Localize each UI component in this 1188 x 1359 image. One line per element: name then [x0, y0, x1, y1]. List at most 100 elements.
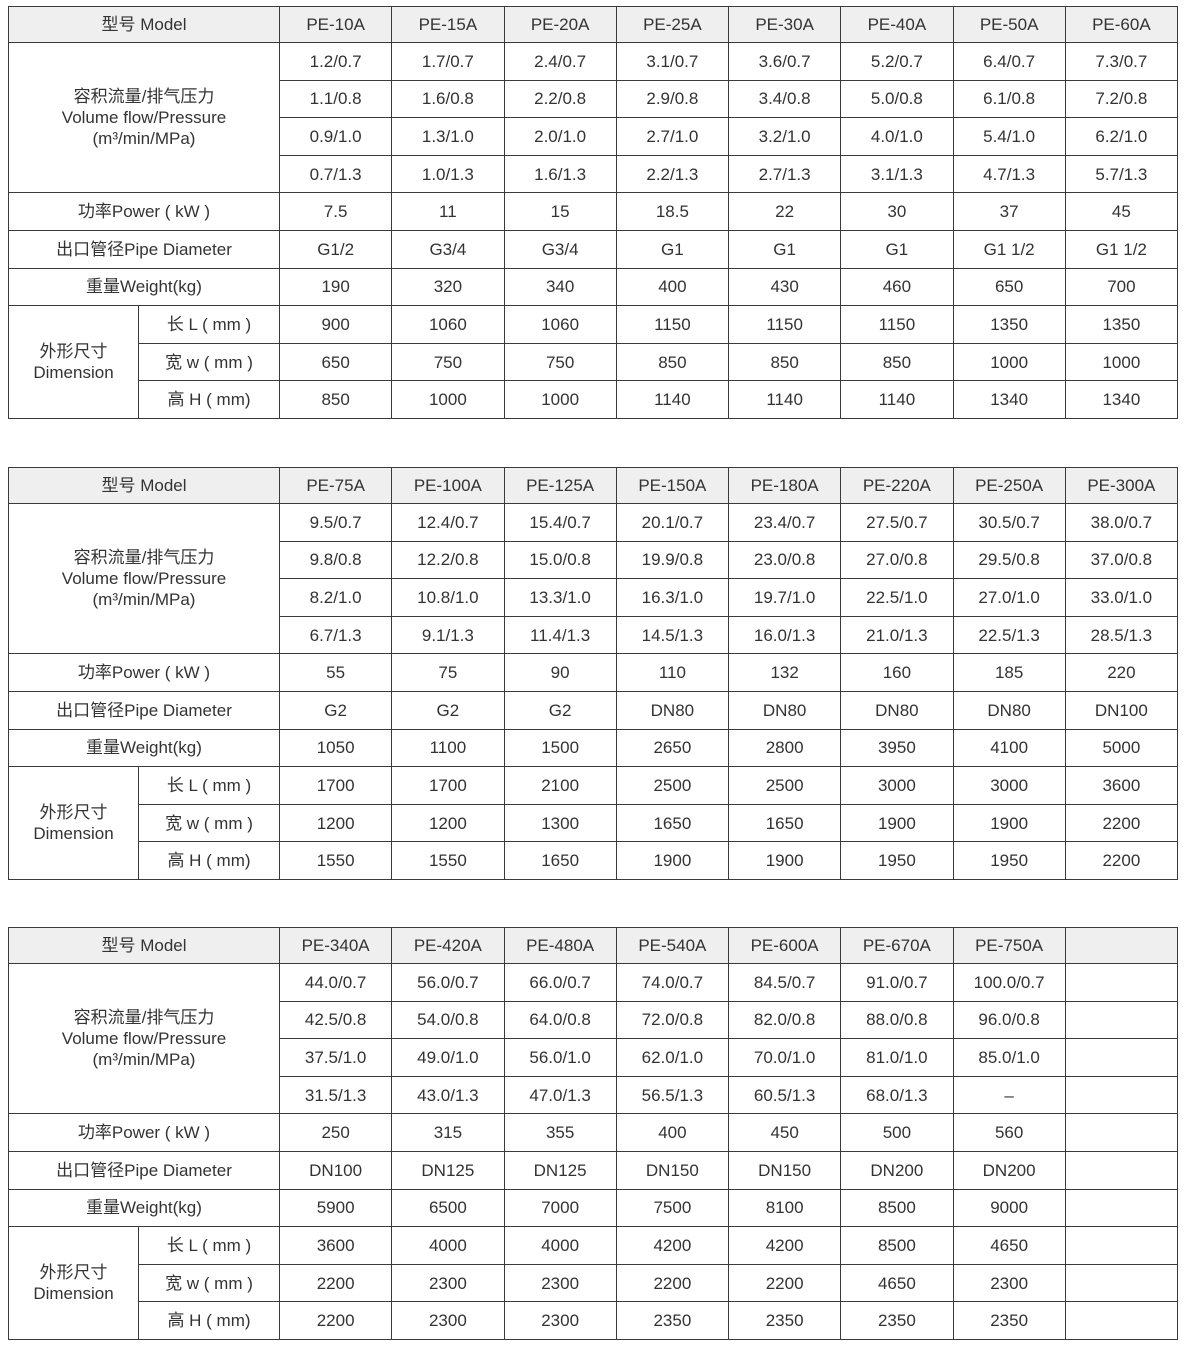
- power-value: 55: [278, 653, 393, 692]
- flow-value: 23.0/0.8: [727, 540, 842, 580]
- weight-label: 重量Weight(kg): [8, 267, 280, 307]
- pipe-value: G2: [503, 690, 617, 730]
- flow-value: 82.0/0.8: [727, 1000, 842, 1040]
- flow-value: 23.4/0.7: [727, 503, 842, 542]
- pipe-value: G3/4: [503, 229, 617, 269]
- flow-value: 38.0/0.7: [1064, 503, 1179, 542]
- weight-label: 重量Weight(kg): [8, 728, 280, 768]
- flow-value: 5.0/0.8: [840, 79, 954, 119]
- pipe-value: G2: [391, 690, 505, 730]
- flow-value: 6.2/1.0: [1064, 117, 1179, 156]
- dimension-value: 2200: [615, 1263, 730, 1303]
- flow-value: 6.7/1.3: [278, 615, 393, 655]
- flow-value: 0.7/1.3: [278, 154, 393, 194]
- dimension-value: 1700: [278, 766, 393, 805]
- dimension-row: 宽 w ( mm ) 2200 2300 2300 2200 2200 4650 2300: [9, 1263, 1179, 1303]
- pipe-value: DN125: [503, 1150, 617, 1190]
- power-value: 250: [278, 1113, 393, 1152]
- flow-value: 9.5/0.7: [278, 503, 393, 542]
- pipe-value: G1 1/2: [952, 229, 1066, 269]
- dimension-label-cn: 外形尺寸: [39, 803, 108, 823]
- dimension-value: 1140: [727, 380, 842, 419]
- flow-label: 容积流量/排气压力 Volume flow/Pressure (m³/min/MPa…: [8, 962, 280, 1115]
- flow-row: 6.7/1.3 9.1/1.3 11.4/1.3 14.5/1.3 16.0/1.3 21…: [9, 615, 1179, 655]
- flow-value: 15.0/0.8: [503, 540, 617, 580]
- weight-row: 重量Weight(kg) 5900 6500 7000 7500 8100 8500 9000: [8, 1188, 1179, 1228]
- dimension-value: 4200: [727, 1226, 842, 1265]
- dimension-value: 2100: [503, 766, 617, 805]
- spec-table: 型号 Model PE-10A PE-15A PE-20A PE-25A PE-30A PE…: [8, 6, 1179, 419]
- dimension-value: 1550: [391, 841, 505, 880]
- flow-value: –: [952, 1075, 1066, 1115]
- weight-value: 320: [391, 267, 505, 307]
- weight-label: 重量Weight(kg): [8, 1188, 280, 1228]
- weight-value: 7500: [615, 1188, 730, 1228]
- flow-value: 4.7/1.3: [952, 154, 1066, 194]
- dimension-value: 2200: [278, 1263, 393, 1303]
- dimension-sub-label: 高 H ( mm): [138, 841, 280, 880]
- pipe-value: DN150: [727, 1150, 842, 1190]
- weight-value: 8100: [727, 1188, 842, 1228]
- flow-value: 1.1/0.8: [278, 79, 393, 119]
- dimension-value: 850: [840, 342, 954, 382]
- power-value: 15: [503, 192, 617, 231]
- flow-value: 20.1/0.7: [615, 503, 730, 542]
- pipe-row: 出口管径Pipe Diameter G1/2 G3/4 G3/4 G1 G1 G1 G1 1/…: [8, 229, 1179, 269]
- model-name: PE-600A: [727, 927, 842, 964]
- power-value: 450: [727, 1113, 842, 1152]
- dimension-row: 高 H ( mm) 2200 2300 2300 2350 2350 2350 2350: [9, 1301, 1179, 1340]
- header-row: 型号 Model PE-340A PE-420A PE-480A PE-540A PE-6…: [8, 927, 1179, 964]
- flow-value: 72.0/0.8: [615, 1000, 730, 1040]
- power-value: 220: [1064, 653, 1179, 692]
- power-label: 功率Power ( kW ): [8, 1113, 280, 1152]
- power-value: 160: [840, 653, 954, 692]
- dimension-row: 外形尺寸 Dimension 长 L ( mm ) 1700 1700 2100 2500 2…: [8, 766, 1179, 880]
- weight-value: 3950: [840, 728, 954, 768]
- dimension-value: 2300: [503, 1301, 617, 1340]
- dimension-value: 2300: [391, 1263, 505, 1303]
- dimension-value: 8500: [840, 1226, 954, 1265]
- dimension-sub-label: 宽 w ( mm ): [138, 1263, 280, 1303]
- flow-value: 33.0/1.0: [1064, 578, 1179, 617]
- dimension-value: 1900: [727, 841, 842, 880]
- dimension-value: 1340: [1064, 380, 1179, 419]
- pipe-value: DN100: [1064, 690, 1179, 730]
- dimension-value: 2350: [952, 1301, 1066, 1340]
- dimension-value: 2350: [840, 1301, 954, 1340]
- flow-value: 22.5/1.3: [952, 615, 1066, 655]
- model-name: PE-75A: [278, 467, 393, 504]
- pipe-value: DN150: [615, 1150, 730, 1190]
- dimension-value: 1150: [727, 305, 842, 344]
- dimension-value: 1650: [503, 841, 617, 880]
- flow-value: 88.0/0.8: [840, 1000, 954, 1040]
- flow-value: 62.0/1.0: [615, 1038, 730, 1077]
- flow-value: 3.1/0.7: [615, 42, 730, 81]
- power-row: 功率Power ( kW ) 55 75 90 110 132 160 185 220: [8, 653, 1179, 692]
- weight-value: 6500: [391, 1188, 505, 1228]
- power-row: 功率Power ( kW ) 7.5 11 15 18.5 22 30 37 45: [8, 192, 1179, 231]
- dimension-row: 外形尺寸 Dimension 长 L ( mm ) 900 1060 1060 1150 11…: [8, 305, 1179, 419]
- flow-value: 47.0/1.3: [503, 1075, 617, 1115]
- weight-row: 重量Weight(kg) 1050 1100 1500 2650 2800 3950 4100…: [8, 728, 1179, 768]
- flow-row: 0.9/1.0 1.3/1.0 2.0/1.0 2.7/1.0 3.2/1.0 4.0/1…: [9, 117, 1179, 156]
- flow-value: 3.2/1.0: [727, 117, 842, 156]
- flow-value: 1.2/0.7: [278, 42, 393, 81]
- dimension-value: 2200: [1064, 803, 1179, 843]
- dimension-value: [1064, 1226, 1179, 1265]
- flow-value: 2.2/0.8: [503, 79, 617, 119]
- spec-table: 型号 Model PE-340A PE-420A PE-480A PE-540A PE-6…: [8, 927, 1179, 1340]
- dimension-row: 宽 w ( mm ) 1200 1200 1300 1650 1650 1900 1900 22…: [9, 803, 1179, 843]
- flow-value: 6.4/0.7: [952, 42, 1066, 81]
- dimension-sub-label: 长 L ( mm ): [138, 766, 280, 805]
- flow-value: 2.7/1.0: [615, 117, 730, 156]
- dimension-value: 1150: [840, 305, 954, 344]
- model-header: 型号 Model: [8, 6, 280, 43]
- pipe-value: DN80: [727, 690, 842, 730]
- model-header: 型号 Model: [8, 927, 280, 964]
- flow-label-cn: 容积流量/排气压力: [73, 548, 215, 568]
- dimension-value: 2300: [391, 1301, 505, 1340]
- dimension-value: 1300: [503, 803, 617, 843]
- dimension-value: 1550: [278, 841, 393, 880]
- weight-value: 460: [840, 267, 954, 307]
- dimension-label-cn: 外形尺寸: [39, 1263, 108, 1283]
